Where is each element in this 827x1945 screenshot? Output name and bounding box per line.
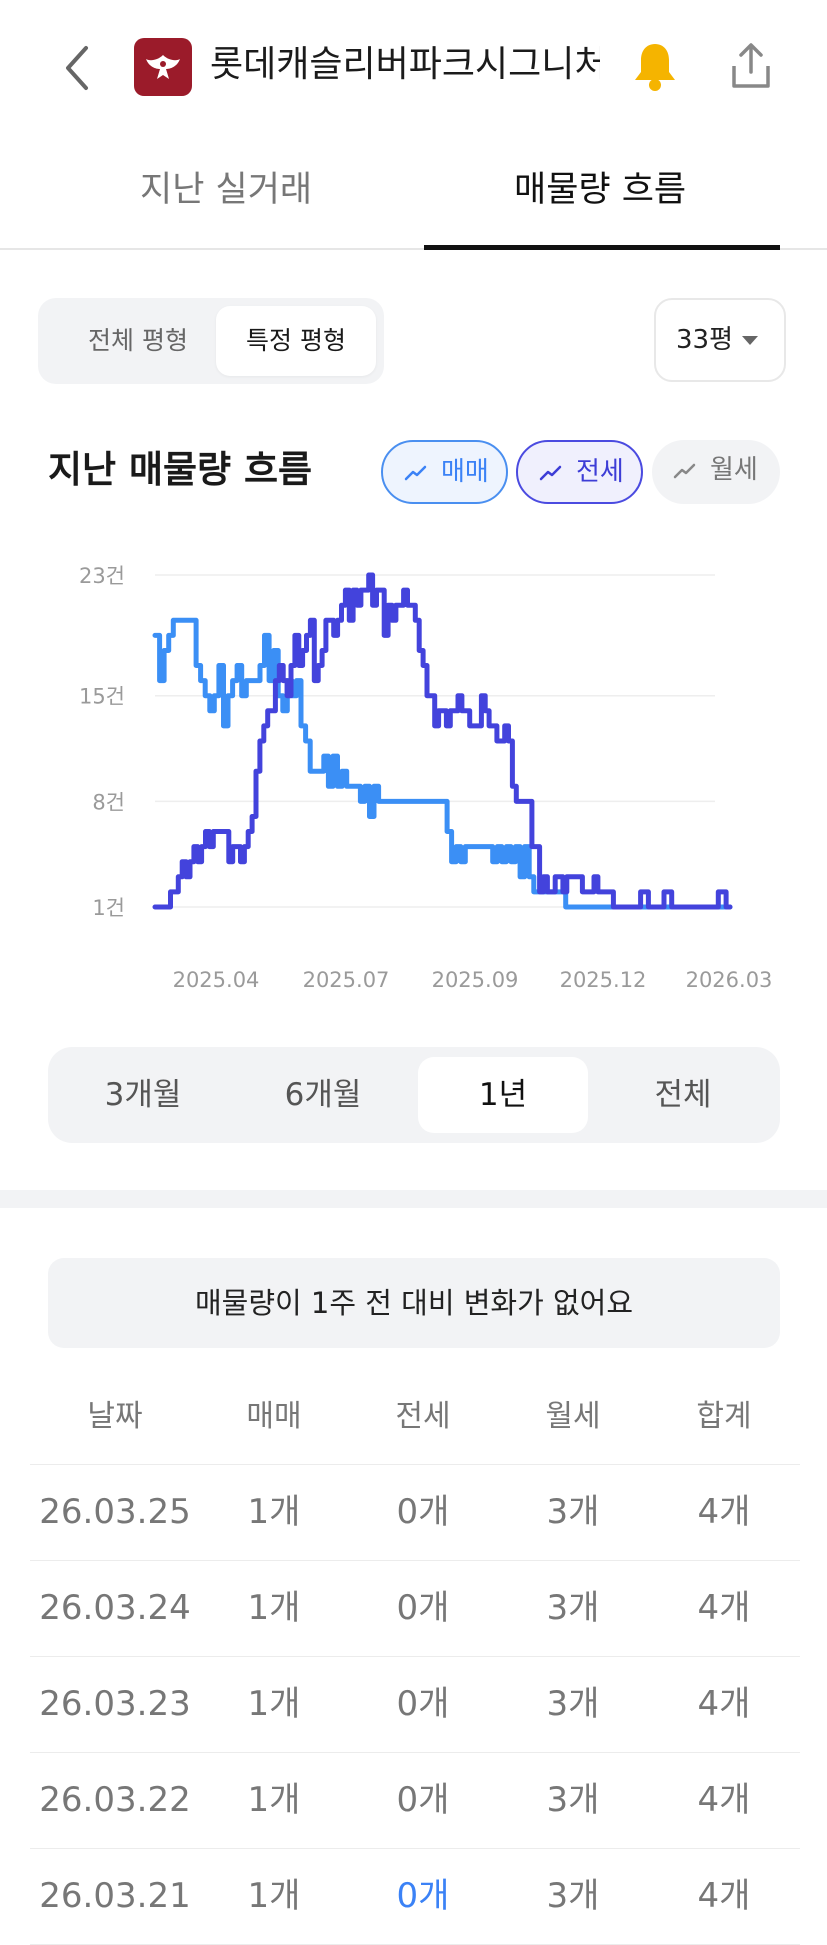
chip-monthly-rent[interactable]: 월세: [652, 440, 780, 504]
series-line-sale: [152, 617, 733, 910]
cell-sale: 1개: [247, 1876, 301, 1916]
range-option-3m[interactable]: 3개월: [104, 1077, 182, 1113]
x-tick-label: 2025.07: [303, 968, 390, 992]
size-segmented-control: 전체 평형 특정 평형: [38, 298, 384, 384]
range-option-6m[interactable]: 6개월: [284, 1077, 362, 1113]
pyeong-dropdown[interactable]: 33평: [654, 298, 786, 382]
y-tick-label: 15건: [79, 685, 125, 709]
header-monthly: 월세: [545, 1399, 601, 1434]
trend-line-icon: [673, 463, 696, 479]
cell-jeonse: 0개: [396, 1684, 450, 1724]
trend-line-icon: [539, 465, 562, 481]
chevron-left-icon[interactable]: [58, 38, 98, 98]
tab-past-transactions[interactable]: 지난 실거래: [140, 170, 313, 210]
cell-jeonse: 0개: [396, 1876, 450, 1916]
tab-indicator: [424, 245, 780, 250]
table-row: 26.03.22 1개 0개 3개 4개: [30, 1753, 800, 1849]
tab-listing-flow[interactable]: 매물량 흐름: [514, 170, 687, 210]
table-row: 26.03.25 1개 0개 3개 4개: [30, 1465, 800, 1561]
range-option-1y[interactable]: 1년: [418, 1057, 588, 1133]
series-line-jeonse: [152, 572, 733, 910]
header-sale: 매매: [246, 1399, 302, 1434]
chip-monthly-rent-label: 월세: [710, 455, 758, 485]
bell-icon[interactable]: [630, 40, 680, 95]
caret-down-icon: [742, 336, 758, 345]
header-date: 날짜: [87, 1399, 143, 1434]
header-total: 합계: [696, 1399, 752, 1434]
table-row: 26.03.24 1개 0개 3개 4개: [30, 1561, 800, 1657]
cell-date: 26.03.23: [39, 1684, 191, 1724]
y-tick-label: 1건: [92, 896, 125, 920]
tab-bar: 지난 실거래 매물량 흐름: [0, 135, 827, 250]
cell-monthly: 3개: [546, 1588, 600, 1628]
cell-date: 26.03.24: [39, 1588, 191, 1628]
cell-jeonse: 0개: [396, 1588, 450, 1628]
table-row: 26.03.23 1개 0개 3개 4개: [30, 1657, 800, 1753]
cell-monthly: 3개: [546, 1876, 600, 1916]
chip-sale[interactable]: 매매: [381, 440, 508, 504]
chip-sale-label: 매매: [441, 457, 489, 487]
share-icon[interactable]: [728, 40, 774, 92]
cell-sale: 1개: [247, 1780, 301, 1820]
cell-total: 4개: [697, 1684, 751, 1724]
chip-jeonse-label: 전세: [576, 457, 624, 487]
range-option-all[interactable]: 전체: [654, 1077, 712, 1113]
section-title: 지난 매물량 흐름: [48, 448, 313, 491]
y-tick-label: 8건: [92, 790, 125, 814]
size-option-all[interactable]: 전체 평형: [88, 326, 188, 355]
cell-total: 4개: [697, 1876, 751, 1916]
pyeong-value: 33평: [676, 325, 734, 355]
x-tick-label: 2025.04: [173, 968, 260, 992]
cell-sale: 1개: [247, 1588, 301, 1628]
x-tick-label: 2025.09: [432, 968, 519, 992]
chip-jeonse[interactable]: 전세: [516, 440, 643, 504]
section-divider: [0, 1190, 827, 1208]
cell-monthly: 3개: [546, 1780, 600, 1820]
chart-x-ticks: 2025.04 2025.07 2025.09 2025.12 2026.03: [173, 968, 773, 992]
size-option-specific[interactable]: 특정 평형: [216, 306, 376, 376]
header-jeonse: 전세: [395, 1399, 451, 1434]
chart-lines: [152, 572, 733, 910]
table-row: 26.03.21 1개 0개 3개 4개: [30, 1849, 800, 1945]
cell-monthly: 3개: [546, 1492, 600, 1532]
change-notice: 매물량이 1주 전 대비 변화가 없어요: [48, 1258, 780, 1348]
range-selector: 3개월 6개월 1년 전체: [48, 1047, 780, 1143]
listing-table: 날짜 매매 전세 월세 합계 26.03.25 1개 0개 3개 4개 26.0…: [30, 1370, 800, 1945]
cell-date: 26.03.21: [39, 1876, 191, 1916]
x-tick-label: 2026.03: [686, 968, 773, 992]
y-tick-label: 23건: [79, 564, 125, 588]
cell-total: 4개: [697, 1780, 751, 1820]
cell-sale: 1개: [247, 1492, 301, 1532]
cell-date: 26.03.25: [39, 1492, 191, 1532]
eagle-logo-icon: [134, 38, 192, 96]
trend-line-icon: [404, 465, 427, 481]
app-header: 롯데캐슬리버파크시그니처: [0, 0, 827, 135]
cell-jeonse: 0개: [396, 1780, 450, 1820]
cell-total: 4개: [697, 1492, 751, 1532]
page-title: 롯데캐슬리버파크시그니처: [210, 44, 600, 85]
cell-total: 4개: [697, 1588, 751, 1628]
table-header: 날짜 매매 전세 월세 합계: [30, 1370, 800, 1465]
cell-date: 26.03.22: [39, 1780, 191, 1820]
chart-y-ticks: 23건 15건 8건 1건: [79, 564, 125, 920]
x-tick-label: 2025.12: [560, 968, 647, 992]
cell-sale: 1개: [247, 1684, 301, 1724]
cell-monthly: 3개: [546, 1684, 600, 1724]
cell-jeonse: 0개: [396, 1492, 450, 1532]
